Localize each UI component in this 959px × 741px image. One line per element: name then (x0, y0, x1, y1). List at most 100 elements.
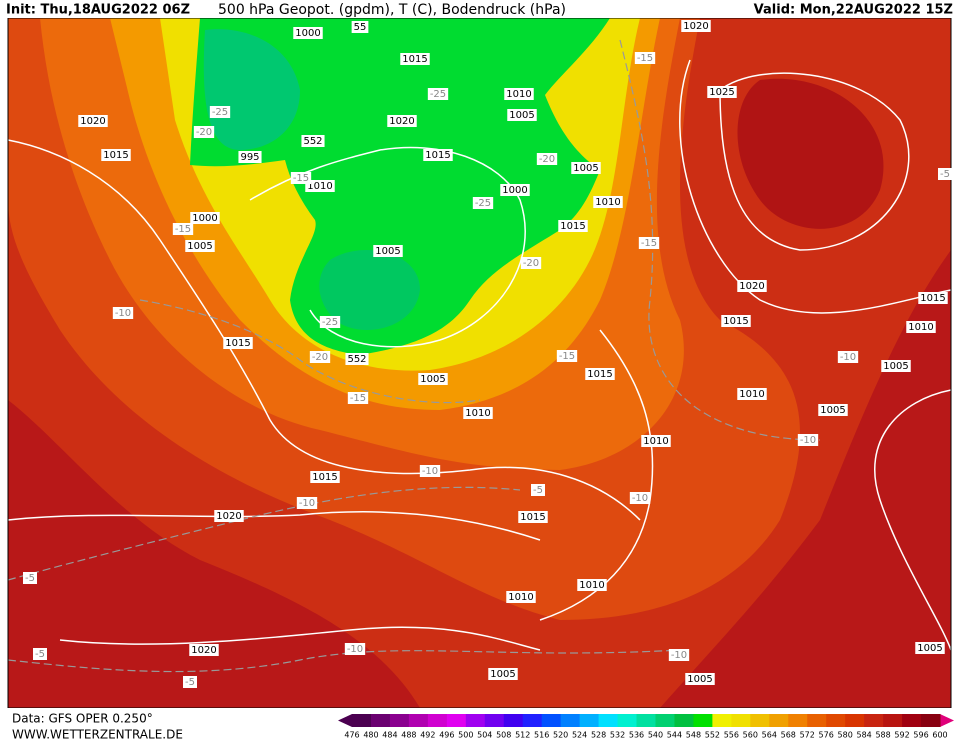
pressure-label-box (507, 109, 537, 121)
colorbar-label: 556 (724, 731, 739, 740)
pressure-label-box (681, 20, 711, 32)
pressure-label: 1020 (191, 645, 216, 656)
pressure-label: 1020 (683, 21, 708, 32)
colorbar-label: 540 (648, 731, 663, 740)
pressure-label: 1000 (502, 185, 527, 196)
temperature-label: -15 (641, 238, 657, 249)
colorbar-label: 488 (401, 731, 416, 740)
colorbar-label: 536 (629, 731, 644, 740)
pressure-label: 1005 (573, 163, 598, 174)
pressure-label: 1005 (917, 643, 942, 654)
temperature-label: -15 (293, 173, 309, 184)
pressure-label: 1010 (643, 436, 668, 447)
temperature-label: -10 (347, 644, 363, 655)
colorbar-label: 520 (553, 731, 568, 740)
colorbar-label: 496 (439, 731, 454, 740)
colorbar-label: 500 (458, 731, 473, 740)
pressure-label: 1020 (216, 511, 241, 522)
colorbar-swatch (598, 714, 619, 727)
pressure-label-box (571, 162, 601, 174)
temperature-label: -5 (35, 649, 45, 660)
pressure-label-box (641, 435, 671, 447)
pressure-label-box (101, 149, 131, 161)
colorbar-swatch (693, 714, 713, 727)
temperature-label-box (344, 643, 366, 655)
colorbar-label: 548 (686, 731, 701, 740)
pressure-label: 1010 (508, 592, 533, 603)
pressure-label-box (506, 591, 536, 603)
pressure-label-box (463, 407, 493, 419)
field-green-low (319, 250, 420, 330)
pressure-label-box (293, 27, 323, 39)
temperature-label-box (193, 126, 215, 138)
pressure-label: 1015 (103, 150, 128, 161)
colorbar-label: 528 (591, 731, 606, 740)
colorbar-label: 580 (838, 731, 853, 740)
colorbar-swatch (921, 714, 941, 727)
pressure-label: 1005 (420, 374, 445, 385)
temperature-label-box (668, 649, 690, 661)
pressure-label: 1005 (490, 669, 515, 680)
pressure-label-box (707, 86, 737, 98)
pressure-label-box (518, 511, 548, 523)
temperature-label-box (172, 223, 194, 235)
colorbar-label: 508 (496, 731, 511, 740)
header-band (0, 0, 959, 18)
temperature-label-box (112, 307, 134, 319)
colorbar-label: 512 (515, 731, 530, 740)
colorbar-label: 524 (572, 731, 587, 740)
colorbar-swatch (731, 714, 751, 727)
init-time: Init: Thu,18AUG2022 06Z (6, 3, 190, 18)
pressure-label: 1015 (560, 221, 585, 232)
pressure-label-box (737, 280, 767, 292)
pressure-label: 1010 (908, 322, 933, 333)
temperature-label: -10 (422, 466, 438, 477)
pressure-label-box (488, 668, 518, 680)
temperature-label-box (531, 484, 545, 496)
pressure-label-box (305, 180, 335, 192)
map-title: 500 hPa Geopot. (gpdm), T (C), Bodendruc… (218, 2, 566, 18)
temperature-label: -5 (940, 169, 950, 180)
pressure-label: 1005 (509, 110, 534, 121)
colorbar-label: 592 (894, 731, 909, 740)
pressure-label: 1015 (587, 369, 612, 380)
data-source: Data: GFS OPER 0.250° (12, 712, 153, 726)
colorbar-swatch (750, 714, 770, 727)
temperature-label: -10 (671, 650, 687, 661)
colorbar-label: 552 (705, 731, 720, 740)
pressure-label: 995 (240, 152, 259, 163)
colorbar-label: 568 (781, 731, 796, 740)
pressure-label: 1020 (389, 116, 414, 127)
pressure-label-box (185, 240, 215, 252)
pressure-label: 1005 (375, 246, 400, 257)
temperature-label-box (296, 497, 318, 509)
colorbar-swatch (484, 714, 505, 727)
pressure-label-box (721, 315, 751, 327)
temperature-label: -25 (322, 317, 338, 328)
colorbar-swatch (352, 714, 372, 727)
colorbar-swatch (655, 714, 675, 727)
pressure-label-box (78, 115, 108, 127)
temperature-label: -15 (559, 351, 575, 362)
pressure-label-box (906, 321, 936, 333)
temperature-label: -10 (840, 352, 856, 363)
temperature-label-box (209, 106, 231, 118)
pressure-label-box (310, 471, 340, 483)
temperature-label-box (556, 350, 578, 362)
temperature-label: -5 (185, 677, 195, 688)
colorbar-swatch (807, 714, 827, 727)
temperature-label: -25 (430, 89, 446, 100)
colorbar-swatch (769, 714, 789, 727)
temperature-label-box (427, 88, 449, 100)
temperature-label-box (33, 648, 47, 660)
temperature-label-box (629, 492, 651, 504)
colorbar-swatch (370, 714, 391, 727)
colorbar-label: 484 (382, 731, 397, 740)
temperature-label-box (638, 237, 660, 249)
colorbar-label: 564 (762, 731, 777, 740)
geopotential-label: 552 (347, 354, 366, 365)
pressure-label: 1015 (312, 472, 337, 483)
colorbar-swatch (826, 714, 846, 727)
temperature-label-box (309, 351, 331, 363)
